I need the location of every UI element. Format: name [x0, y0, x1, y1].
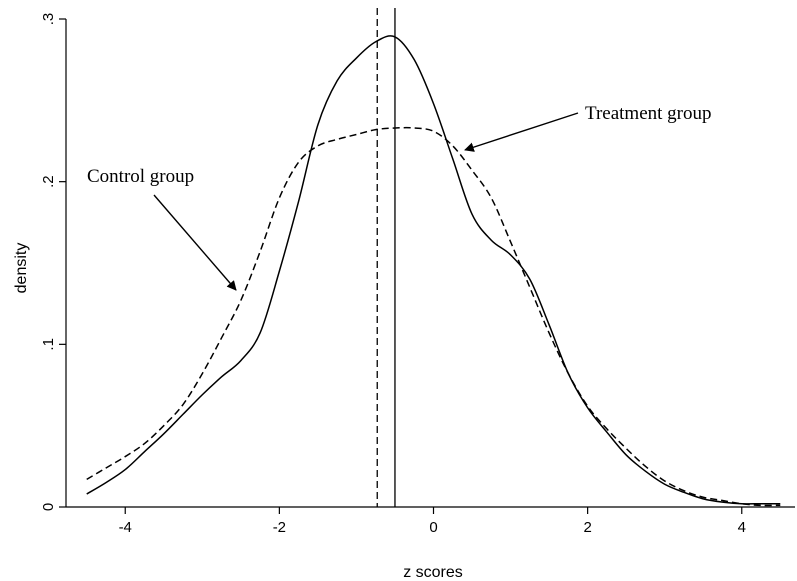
x-tick-label: 4	[738, 519, 746, 536]
control-density-line	[86, 126, 781, 507]
y-axis-title: density	[13, 243, 30, 294]
x-tick-label: 0	[429, 519, 437, 536]
x-tick-label: -4	[119, 519, 132, 536]
x-axis-ticks: -4 -2 0 2 4	[119, 507, 746, 536]
y-tick-label: 0	[40, 503, 57, 511]
control-group-arrow	[153, 194, 237, 291]
x-axis-title: z scores	[403, 564, 463, 581]
x-tick-label: -2	[273, 519, 286, 536]
y-axis-ticks: 0 .1 .2 .3	[40, 13, 66, 511]
treatment-density-line	[86, 35, 781, 505]
x-tick-label: 2	[583, 519, 591, 536]
series-layer	[86, 35, 781, 507]
reference-lines	[376, 8, 396, 507]
treatment-group-arrow	[464, 112, 579, 152]
y-tick-label: .2	[40, 175, 57, 188]
y-tick-label: .1	[40, 338, 57, 351]
y-tick-label: .3	[40, 13, 57, 26]
control-group-label: Control group	[87, 166, 194, 187]
treatment-group-label: Treatment group	[585, 103, 711, 124]
